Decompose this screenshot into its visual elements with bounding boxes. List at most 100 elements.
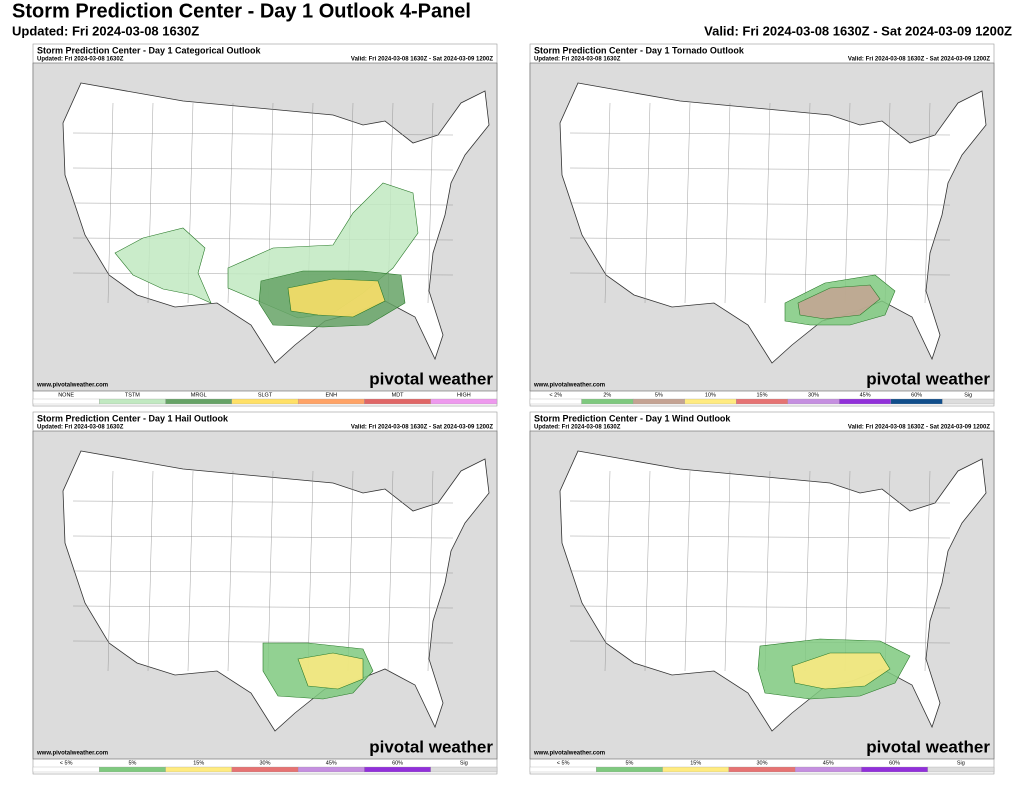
state-border <box>804 470 811 672</box>
map-border <box>32 62 498 392</box>
state-border <box>884 470 891 672</box>
state-border <box>72 605 454 609</box>
state-border <box>569 500 951 504</box>
map <box>529 62 995 392</box>
panel-title: Storm Prediction Center - Day 1 Categori… <box>37 45 262 55</box>
map-border <box>529 430 995 760</box>
state-border <box>227 470 234 672</box>
legend-swatch <box>231 766 299 773</box>
legend-label: 15% <box>756 392 767 398</box>
panel-updated: Updated: Fri 2024-03-08 1630Z <box>37 425 124 431</box>
state-border <box>569 605 951 609</box>
legend-swatch <box>297 398 365 405</box>
page-updated: Updated: Fri 2024-03-08 1630Z <box>12 23 199 38</box>
legend-swatch <box>231 398 299 405</box>
legend-label: < 5% <box>60 760 73 766</box>
panel-valid: Valid: Fri 2024-03-08 1630Z - Sat 2024-0… <box>351 425 493 431</box>
outlook-panel: Storm Prediction Center - Day 1 Tornado … <box>529 43 995 407</box>
legend-swatch <box>787 398 840 405</box>
site-credit: www.pivotalweather.com <box>533 383 605 389</box>
state-border <box>684 102 691 304</box>
state-border <box>764 102 771 304</box>
legend-label: Sig <box>964 392 972 398</box>
state-border <box>72 167 454 171</box>
legend-label: 45% <box>860 392 871 398</box>
state-border <box>684 470 691 672</box>
risk-area <box>797 284 881 320</box>
legend-swatch <box>596 766 663 773</box>
state-border <box>844 102 851 304</box>
legend-swatch <box>99 766 166 773</box>
state-border <box>724 102 731 304</box>
outlook-panel: Storm Prediction Center - Day 1 Categori… <box>32 43 498 407</box>
legend-swatch <box>942 398 995 405</box>
state-border <box>924 470 931 672</box>
state-border <box>804 102 811 304</box>
brand-logo: pivotal weather <box>866 369 990 388</box>
state-border <box>924 102 931 304</box>
panel-updated: Updated: Fri 2024-03-08 1630Z <box>534 425 621 431</box>
us-land <box>62 450 490 732</box>
state-border <box>267 470 274 672</box>
legend-swatch <box>839 398 892 405</box>
risk-area <box>297 652 364 690</box>
state-border <box>724 470 731 672</box>
state-border <box>347 470 354 672</box>
legend-swatch <box>794 766 862 773</box>
state-border <box>387 470 394 672</box>
legend-label: Sig <box>460 760 468 766</box>
state-border <box>844 470 851 672</box>
panel-title: Storm Prediction Center - Day 1 Tornado … <box>534 45 745 55</box>
legend-label: Sig <box>957 760 965 766</box>
state-border <box>569 272 951 276</box>
legend-swatch <box>529 398 582 405</box>
state-border <box>569 640 951 644</box>
map <box>529 430 995 760</box>
legend-label: 30% <box>259 760 270 766</box>
panel-valid: Valid: Fri 2024-03-08 1630Z - Sat 2024-0… <box>848 57 990 63</box>
legend-label: 60% <box>392 760 403 766</box>
legend-swatch <box>364 398 431 405</box>
outlook-panel: Storm Prediction Center - Day 1 Hail Out… <box>32 411 498 775</box>
legend-label: MDT <box>392 392 405 398</box>
legend-label: 5% <box>625 760 633 766</box>
state-border <box>569 237 951 241</box>
legend-label: HIGH <box>457 392 471 398</box>
map <box>32 62 498 392</box>
site-credit: www.pivotalweather.com <box>36 751 108 757</box>
risk-area <box>114 227 212 304</box>
state-border <box>884 102 891 304</box>
legend-swatch <box>430 766 498 773</box>
legend-label: 30% <box>756 760 767 766</box>
legend-label: 30% <box>808 392 819 398</box>
panel-updated: Updated: Fri 2024-03-08 1630Z <box>37 57 124 63</box>
brand-logo: pivotal weather <box>866 737 990 756</box>
legend-label: 15% <box>193 760 204 766</box>
legend-label: 45% <box>326 760 337 766</box>
state-border <box>72 570 454 574</box>
legend-label: TSTM <box>125 392 140 398</box>
page-title: Storm Prediction Center - Day 1 Outlook … <box>12 0 471 22</box>
state-border <box>72 535 454 539</box>
risk-area <box>791 652 891 690</box>
legend-label: ENH <box>325 392 337 398</box>
risk-area <box>287 278 386 318</box>
panel-updated: Updated: Fri 2024-03-08 1630Z <box>534 57 621 63</box>
state-border <box>569 132 951 136</box>
panel-title: Storm Prediction Center - Day 1 Wind Out… <box>534 413 731 423</box>
legend-swatch <box>927 766 995 773</box>
map <box>32 430 498 760</box>
site-credit: www.pivotalweather.com <box>36 383 108 389</box>
state-border <box>644 102 651 304</box>
legend-swatch <box>165 766 233 773</box>
legend-label: 60% <box>911 392 922 398</box>
legend-swatch <box>32 766 100 773</box>
legend-label: < 2% <box>549 392 562 398</box>
state-border <box>569 535 951 539</box>
brand-logo: pivotal weather <box>369 369 493 388</box>
legend-swatch <box>165 398 233 405</box>
legend-label: SLGT <box>258 392 273 398</box>
legend-swatch <box>364 766 431 773</box>
legend-swatch <box>662 766 730 773</box>
